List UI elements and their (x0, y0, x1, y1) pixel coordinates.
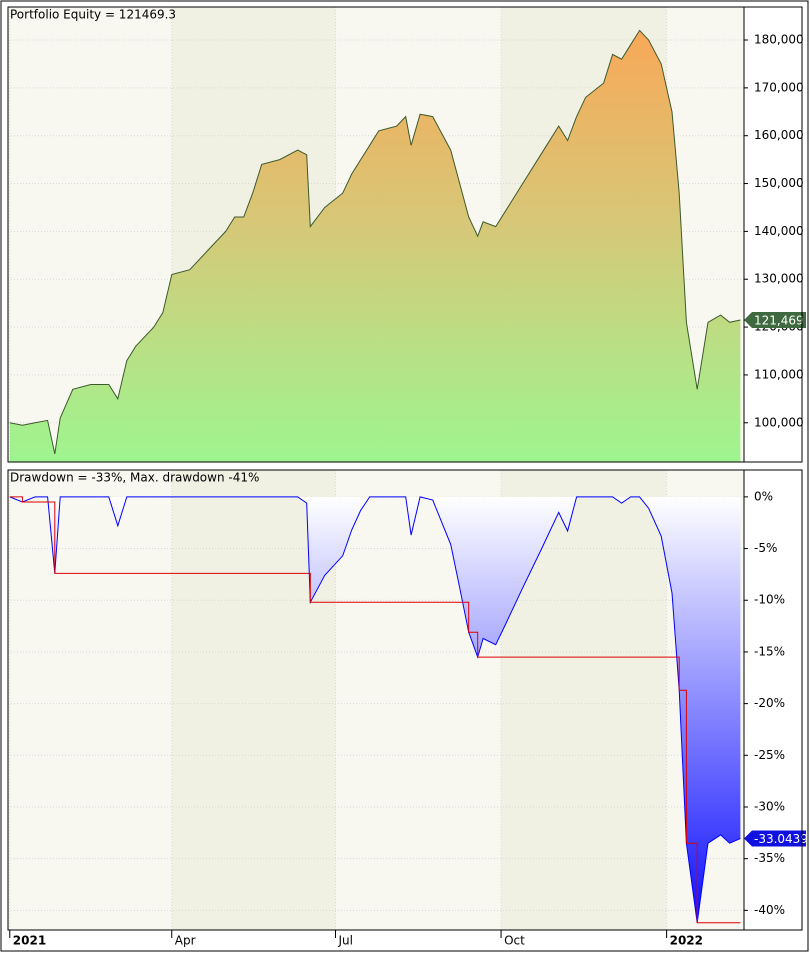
series-line (9, 29, 741, 455)
y-tick-label: 0% (754, 489, 773, 503)
last-value-label: 121,469 (754, 314, 804, 328)
last-value-marker (744, 830, 806, 847)
y-tick-label: 150,000 (754, 176, 804, 190)
panel-frame (7, 469, 803, 931)
y-tick-label: -30% (754, 799, 785, 813)
max-drawdown-line (9, 496, 741, 924)
y-tick-label: -10% (754, 593, 785, 607)
series-line (9, 496, 741, 923)
y-tick-label: 170,000 (754, 80, 804, 94)
panel-title: Portfolio Equity = 121469.3 (10, 8, 176, 22)
x-tick-label: Apr (175, 934, 196, 948)
last-value-marker (744, 312, 806, 329)
y-tick-label: -20% (754, 696, 785, 710)
x-tick-label: Oct (504, 934, 525, 948)
y-tick-label: -15% (754, 644, 785, 658)
y-tick-label: 140,000 (754, 224, 804, 238)
y-tick-label: 160,000 (754, 128, 804, 142)
x-tick-label: 2021 (13, 934, 46, 948)
y-tick-label: -25% (754, 748, 785, 762)
panel-title: Drawdown = -33%, Max. drawdown -41% (10, 471, 259, 485)
y-tick-label: 130,000 (754, 272, 804, 286)
area-fill (9, 496, 741, 923)
y-tick-label: 110,000 (754, 367, 804, 381)
x-tick-label: 2022 (670, 934, 703, 948)
panel-frame (7, 6, 803, 463)
area-fill (9, 30, 741, 463)
y-tick-label: -40% (754, 903, 785, 917)
y-tick-label: -5% (754, 541, 777, 555)
y-tick-label: 180,000 (754, 33, 804, 47)
y-tick-label: 100,000 (754, 415, 804, 429)
x-tick-label: Jul (338, 934, 353, 948)
last-value-label: -33.0439 (754, 832, 808, 846)
y-tick-label: -35% (754, 851, 785, 865)
